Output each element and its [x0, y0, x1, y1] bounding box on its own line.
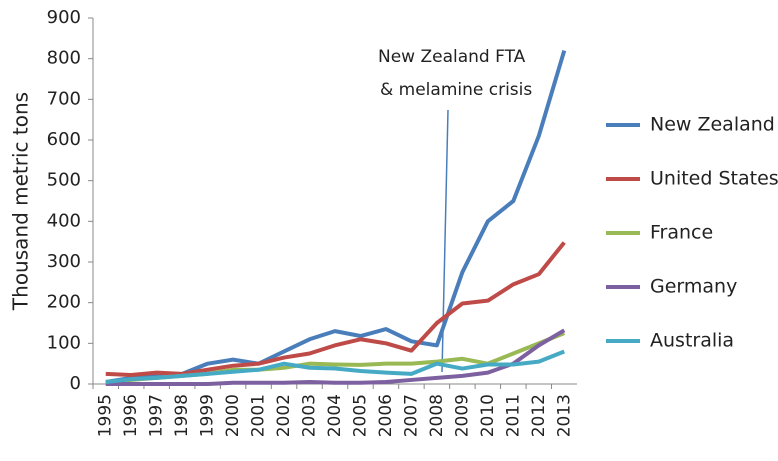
- y-tick-label: 400: [47, 210, 81, 231]
- y-tick-label: 800: [47, 48, 81, 69]
- x-tick-label: 1997: [147, 394, 167, 437]
- line: [105, 328, 566, 386]
- x-tick-label: 2006: [376, 394, 396, 437]
- annotation: & melamine crisis: [380, 80, 532, 100]
- x-tick-label: 2012: [529, 394, 549, 437]
- legend-label: Australia: [650, 330, 734, 352]
- x-tick-label: 1998: [172, 394, 192, 437]
- x-tick-label: 2007: [401, 394, 421, 437]
- y-tick-label: 700: [47, 88, 81, 109]
- y-tick-label: 200: [47, 292, 81, 313]
- x-tick-label: 2005: [350, 394, 370, 437]
- x-tick-label: 2010: [478, 394, 498, 437]
- x-tick-label: 1996: [121, 394, 141, 437]
- x-tick-label: 2013: [554, 394, 574, 437]
- legend-label: United States: [650, 168, 778, 190]
- annotation: New Zealand FTA: [378, 47, 526, 67]
- x-tick-label: 1995: [96, 394, 116, 437]
- y-tick-label: 100: [47, 332, 81, 353]
- x-tick-label: 2009: [452, 394, 472, 437]
- y-tick-label: 900: [47, 7, 81, 28]
- line: [105, 241, 566, 378]
- y-tick-label: 300: [47, 251, 81, 272]
- y-tick-label: 500: [47, 170, 81, 191]
- y-tick-label: 0: [70, 373, 81, 394]
- y-axis-label: Thousand metric tons: [9, 92, 33, 311]
- x-tick-label: 2001: [249, 394, 269, 437]
- x-tick-label: 2000: [223, 394, 243, 437]
- x-tick-label: 2004: [325, 394, 345, 437]
- line: [105, 49, 567, 384]
- y-tick-label: 600: [47, 129, 81, 150]
- x-tick-label: 2008: [427, 394, 447, 437]
- legend-label: France: [650, 222, 713, 244]
- x-tick-label: 2011: [503, 394, 523, 437]
- legend-label: New Zealand: [650, 114, 775, 136]
- x-tick-label: 1999: [198, 394, 218, 437]
- legend-label: Germany: [650, 276, 737, 298]
- x-tick-label: 2002: [274, 394, 294, 437]
- x-tick-label: 2003: [300, 394, 320, 437]
- line: [105, 349, 566, 384]
